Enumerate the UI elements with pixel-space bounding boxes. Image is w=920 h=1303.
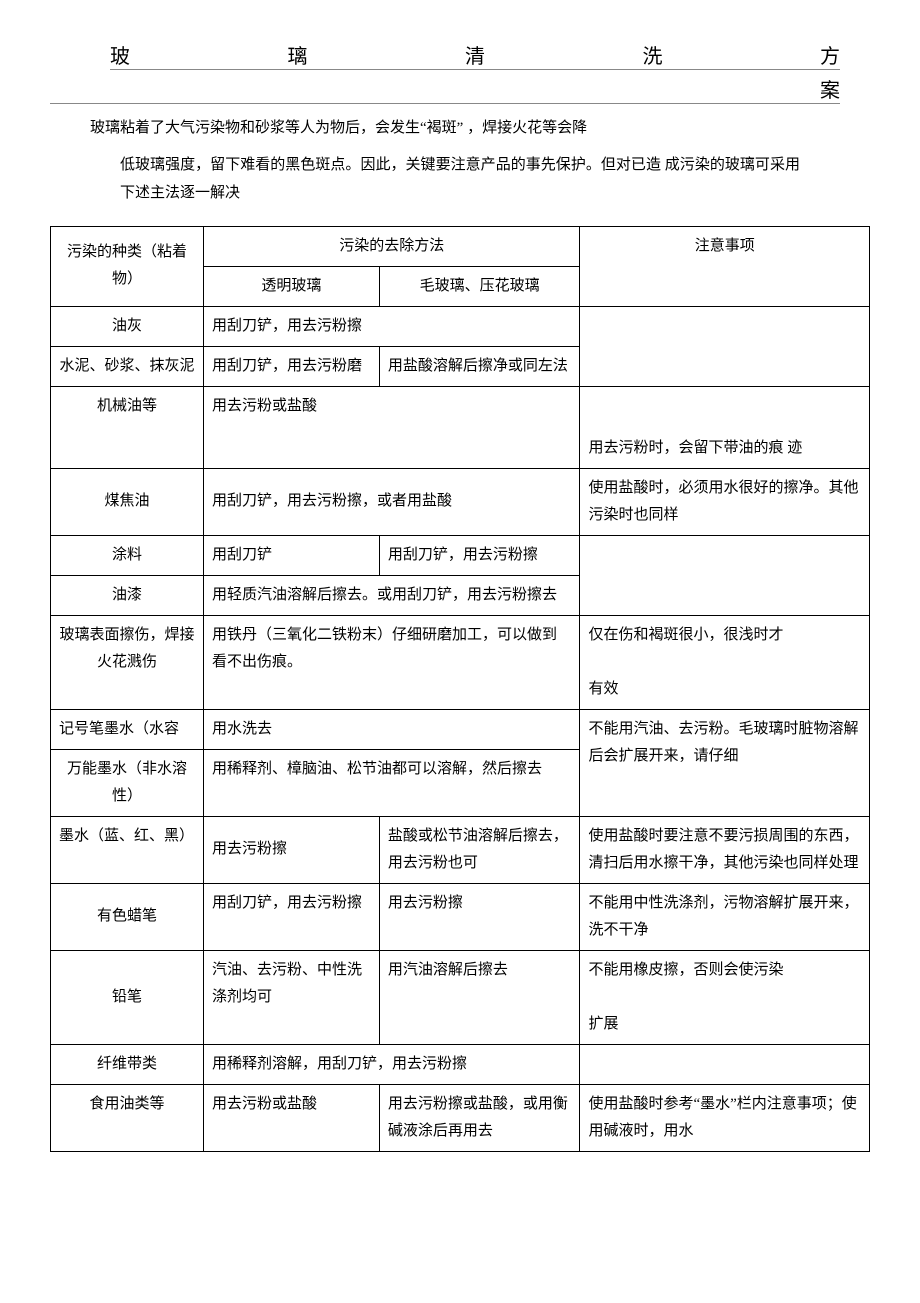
table-row: 墨水（蓝、红、黑） 用去污粉擦 盐酸或松节油溶解后擦去，用去污粉也可 使用盐酸时… — [51, 816, 870, 883]
cleaning-table: 污染的种类（粘着物） 污染的去除方法 注意事项 透明玻璃 毛玻璃、压花玻璃 油灰… — [50, 226, 870, 1152]
cell-type: 机械油等 — [51, 386, 204, 468]
cell-type: 有色蜡笔 — [51, 883, 204, 950]
cell-type: 玻璃表面擦伤，焊接火花溅伤 — [51, 615, 204, 709]
cell-note: 使用盐酸时要注意不要污损周围的东西，清扫后用水擦干净，其他污染也同样处理 — [580, 816, 870, 883]
cell-type: 记号笔墨水（水容 — [51, 709, 204, 749]
cell-note: 不能用橡皮擦，否则会使污染 扩展 — [580, 950, 870, 1044]
cell-type: 涂料 — [51, 535, 204, 575]
table-header-row-1: 污染的种类（粘着物） 污染的去除方法 注意事项 — [51, 226, 870, 266]
cell-method-clear: 用去污粉或盐酸 — [204, 1084, 380, 1151]
header-clear-glass: 透明玻璃 — [204, 266, 380, 306]
intro-paragraph-2: 低玻璃强度，留下难看的黑色斑点。因此，关键要注意产品的事先保护。但对已造 成污染… — [120, 151, 800, 208]
table-row: 煤焦油 用刮刀铲，用去污粉擦，或者用盐酸 使用盐酸时，必须用水很好的擦净。其他污… — [51, 468, 870, 535]
cell-type: 墨水（蓝、红、黑） — [51, 816, 204, 883]
cell-note: 不能用汽油、去污粉。毛玻璃时脏物溶解后会扩展开来，请仔细 — [580, 709, 870, 816]
header-type: 污染的种类（粘着物） — [51, 226, 204, 306]
cell-type: 纤维带类 — [51, 1044, 204, 1084]
table-row: 有色蜡笔 用刮刀铲，用去污粉擦 用去污粉擦 不能用中性洗涤剂，污物溶解扩展开来，… — [51, 883, 870, 950]
cell-method: 用稀释剂、樟脑油、松节油都可以溶解，然后擦去 — [204, 749, 580, 816]
intro-paragraph-1: 玻璃粘着了大气污染物和砂浆等人为物后，会发生“褐斑” ，焊接火花等会降 — [90, 114, 850, 143]
cell-method: 用稀释剂溶解，用刮刀铲，用去污粉擦 — [204, 1044, 580, 1084]
header-frosted-glass: 毛玻璃、压花玻璃 — [379, 266, 580, 306]
cell-type: 油漆 — [51, 575, 204, 615]
table-row: 铅笔 汽油、去污粉、中性洗涤剂均可 用汽油溶解后擦去 不能用橡皮擦，否则会使污染… — [51, 950, 870, 1044]
cell-type: 食用油类等 — [51, 1084, 204, 1151]
cell-method: 用水洗去 — [204, 709, 580, 749]
table-row: 纤维带类 用稀释剂溶解，用刮刀铲，用去污粉擦 — [51, 1044, 870, 1084]
cell-note: 用去污粉时，会留下带油的痕 迹 — [580, 386, 870, 468]
cell-type: 煤焦油 — [51, 468, 204, 535]
cell-type: 万能墨水（非水溶性） — [51, 749, 204, 816]
cell-method-frosted: 用汽油溶解后擦去 — [379, 950, 580, 1044]
cell-method-clear: 用刮刀铲，用去污粉擦 — [204, 883, 380, 950]
cell-type: 水泥、砂浆、抹灰泥 — [51, 346, 204, 386]
cell-method: 用刮刀铲，用去污粉擦 — [204, 306, 580, 346]
cell-method-frosted: 盐酸或松节油溶解后擦去，用去污粉也可 — [379, 816, 580, 883]
header-notes: 注意事项 — [580, 226, 870, 306]
cell-method-frosted: 用刮刀铲，用去污粉擦 — [379, 535, 580, 575]
table-row: 食用油类等 用去污粉或盐酸 用去污粉擦或盐酸，或用衡碱液涂后再用去 使用盐酸时参… — [51, 1084, 870, 1151]
cell-method-clear: 汽油、去污粉、中性洗涤剂均可 — [204, 950, 380, 1044]
cell-note — [580, 306, 870, 386]
cell-note: 使用盐酸时，必须用水很好的擦净。其他污染时也同样 — [580, 468, 870, 535]
cell-type: 油灰 — [51, 306, 204, 346]
cell-method-frosted: 用去污粉擦或盐酸，或用衡碱液涂后再用去 — [379, 1084, 580, 1151]
cell-method-clear: 用去污粉擦 — [204, 816, 380, 883]
table-row: 记号笔墨水（水容 用水洗去 不能用汽油、去污粉。毛玻璃时脏物溶解后会扩展开来，请… — [51, 709, 870, 749]
cell-note — [580, 1044, 870, 1084]
cell-method-frosted: 用盐酸溶解后擦净或同左法 — [379, 346, 580, 386]
doc-title-line2: 案 — [50, 74, 840, 104]
table-row: 机械油等 用去污粉或盐酸 用去污粉时，会留下带油的痕 迹 — [51, 386, 870, 468]
table-row: 油灰 用刮刀铲，用去污粉擦 — [51, 306, 870, 346]
cell-method-frosted: 用去污粉擦 — [379, 883, 580, 950]
table-row: 涂料 用刮刀铲 用刮刀铲，用去污粉擦 — [51, 535, 870, 575]
cell-method: 用轻质汽油溶解后擦去。或用刮刀铲，用去污粉擦去 — [204, 575, 580, 615]
doc-title-line1: 玻璃清洗方 — [110, 40, 840, 70]
cell-method: 用铁丹（三氧化二铁粉末）仔细研磨加工，可以做到看不出伤痕。 — [204, 615, 580, 709]
cell-method-clear: 用刮刀铲 — [204, 535, 380, 575]
cell-method: 用去污粉或盐酸 — [204, 386, 580, 468]
cell-note: 不能用中性洗涤剂，污物溶解扩展开来，洗不干净 — [580, 883, 870, 950]
table-row: 玻璃表面擦伤，焊接火花溅伤 用铁丹（三氧化二铁粉末）仔细研磨加工，可以做到看不出… — [51, 615, 870, 709]
cell-note — [580, 535, 870, 615]
cell-method-clear: 用刮刀铲，用去污粉磨 — [204, 346, 380, 386]
cell-method: 用刮刀铲，用去污粉擦，或者用盐酸 — [204, 468, 580, 535]
cell-type: 铅笔 — [51, 950, 204, 1044]
cell-note: 仅在伤和褐斑很小，很浅时才 有效 — [580, 615, 870, 709]
cell-note: 使用盐酸时参考“墨水”栏内注意事项；使用碱液时，用水 — [580, 1084, 870, 1151]
header-method: 污染的去除方法 — [204, 226, 580, 266]
